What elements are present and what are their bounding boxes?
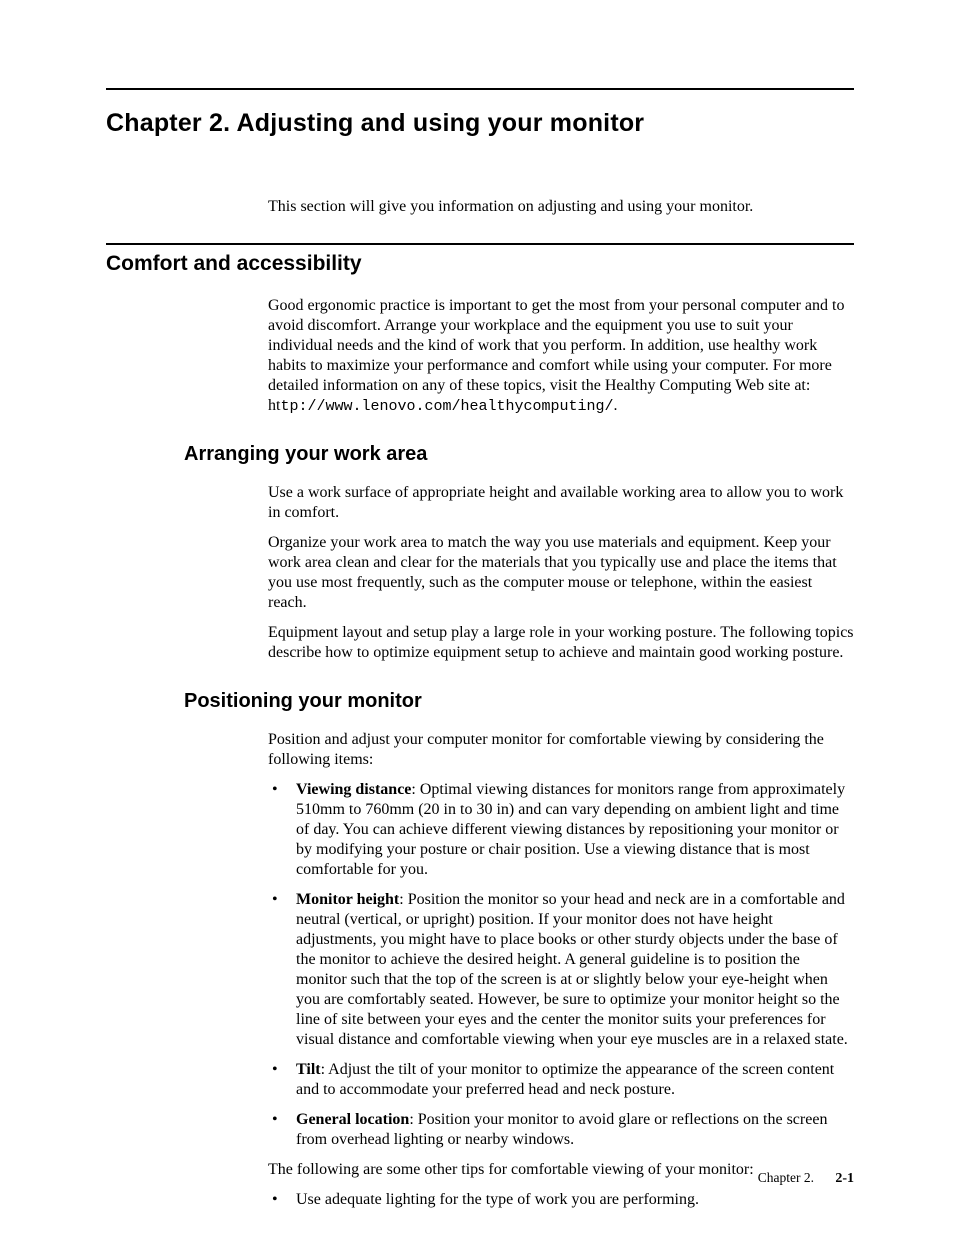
arranging-p1: Use a work surface of appropriate height… bbox=[268, 483, 854, 523]
section-comfort-accessibility: Comfort and accessibility Good ergonomic… bbox=[106, 243, 854, 1210]
bullet-label: General location bbox=[296, 1111, 409, 1128]
bullet-text: Use adequate lighting for the type of wo… bbox=[296, 1191, 699, 1208]
bullet-label: Viewing distance bbox=[296, 781, 411, 798]
bullet-text: : Position the monitor so your head and … bbox=[296, 891, 848, 1048]
footer-chapter-label: Chapter 2. bbox=[758, 1170, 814, 1185]
chapter-title: Chapter 2. Adjusting and using your moni… bbox=[106, 108, 854, 139]
intro-text: This section will give you information o… bbox=[268, 197, 854, 217]
subsection-body-positioning: Position and adjust your computer monito… bbox=[268, 730, 854, 1210]
top-rule bbox=[106, 88, 854, 90]
bullet-label: Monitor height bbox=[296, 891, 399, 908]
subsection-body-arranging: Use a work surface of appropriate height… bbox=[268, 483, 854, 663]
list-item: Viewing distance: Optimal viewing distan… bbox=[268, 780, 854, 880]
page-footer: Chapter 2. 2-1 bbox=[758, 1170, 854, 1188]
footer-page-number: 2-1 bbox=[835, 1171, 854, 1186]
list-item: Use adequate lighting for the type of wo… bbox=[268, 1190, 854, 1210]
section-body: Good ergonomic practice is important to … bbox=[268, 296, 854, 417]
bullet-label: Tilt bbox=[296, 1061, 321, 1078]
text-run: . bbox=[614, 397, 618, 414]
positioning-bullet-list: Viewing distance: Optimal viewing distan… bbox=[268, 780, 854, 1150]
url-text: tp://www.lenovo.com/healthycomputing/ bbox=[280, 398, 613, 415]
list-item: Monitor height: Position the monitor so … bbox=[268, 890, 854, 1050]
chapter-intro: This section will give you information o… bbox=[268, 197, 854, 217]
section-title-comfort: Comfort and accessibility bbox=[106, 251, 854, 277]
text-run: Good ergonomic practice is important to … bbox=[268, 297, 844, 414]
bullet-text: : Adjust the tilt of your monitor to opt… bbox=[296, 1061, 834, 1098]
section-rule bbox=[106, 243, 854, 245]
positioning-bullet-list-2: Use adequate lighting for the type of wo… bbox=[268, 1190, 854, 1210]
arranging-p2: Organize your work area to match the way… bbox=[268, 533, 854, 613]
positioning-p1: Position and adjust your computer monito… bbox=[268, 730, 854, 770]
subsection-title-positioning: Positioning your monitor bbox=[184, 689, 854, 714]
page: Chapter 2. Adjusting and using your moni… bbox=[0, 0, 954, 1235]
subsection-title-arranging: Arranging your work area bbox=[184, 442, 854, 467]
arranging-p3: Equipment layout and setup play a large … bbox=[268, 623, 854, 663]
comfort-paragraph: Good ergonomic practice is important to … bbox=[268, 296, 854, 417]
list-item: Tilt: Adjust the tilt of your monitor to… bbox=[268, 1060, 854, 1100]
list-item: General location: Position your monitor … bbox=[268, 1110, 854, 1150]
